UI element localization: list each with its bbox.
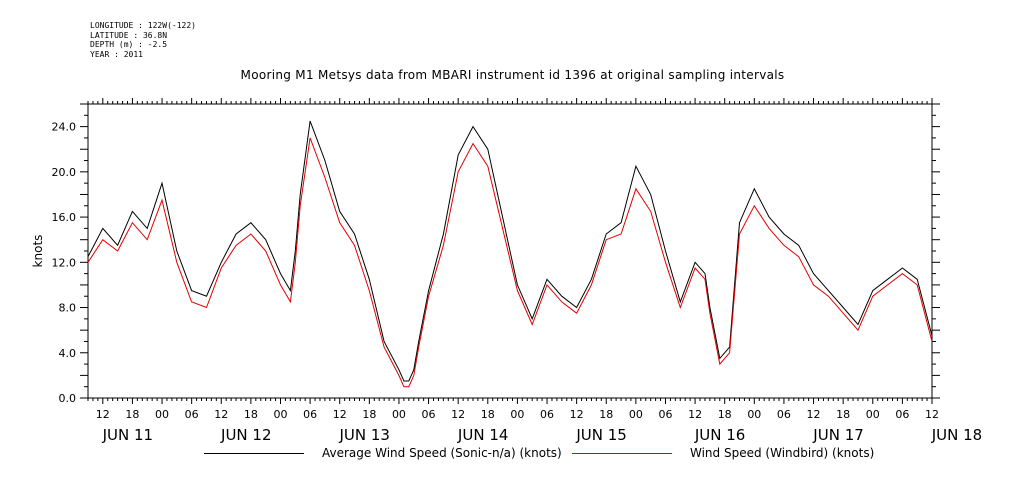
y-tick-label: 4.0 — [59, 347, 77, 360]
x-tick-label: 06 — [777, 408, 791, 421]
x-tick-label: 06 — [422, 408, 436, 421]
latitude-label: LATITUDE : 36.8N — [90, 30, 168, 40]
x-tick-label: 00 — [273, 408, 287, 421]
legend-label-average: Average Wind Speed (Sonic-n/a) (knots) — [322, 446, 562, 460]
x-tick-label: 00 — [510, 408, 524, 421]
legend-item-average: Average Wind Speed (Sonic-n/a) (knots) — [204, 446, 562, 460]
x-day-label: JUN 11 — [102, 426, 153, 444]
x-tick-label: 06 — [540, 408, 554, 421]
chart-title: Mooring M1 Metsys data from MBARI instru… — [240, 68, 785, 82]
series-line-windbird — [87, 137, 933, 388]
depth-label: DEPTH (m) : -2.5 — [90, 40, 168, 50]
x-tick-label: 00 — [155, 408, 169, 421]
x-tick-label: 12 — [807, 408, 821, 421]
x-tick-label: 00 — [629, 408, 643, 421]
y-axis-label: knots — [31, 235, 45, 268]
x-day-label: JUN 13 — [338, 426, 389, 444]
y-tick-label: 8.0 — [59, 302, 77, 315]
x-tick-label: 00 — [747, 408, 761, 421]
x-tick-label: 18 — [125, 408, 139, 421]
x-tick-label: 12 — [333, 408, 347, 421]
x-day-label: JUN 18 — [931, 426, 982, 444]
x-tick-label: 12 — [570, 408, 584, 421]
x-tick-label: 12 — [214, 408, 228, 421]
series-layer — [87, 120, 933, 388]
x-tick-label: 06 — [895, 408, 909, 421]
legend-label-windbird: Wind Speed (Windbird) (knots) — [690, 446, 875, 460]
x-tick-label: 18 — [481, 408, 495, 421]
legend: Average Wind Speed (Sonic-n/a) (knots) W… — [0, 446, 1009, 464]
x-day-label: JUN 14 — [457, 426, 508, 444]
legend-swatch-black — [204, 452, 304, 454]
x-tick-label: 06 — [185, 408, 199, 421]
x-tick-label: 18 — [718, 408, 732, 421]
x-tick-label: 12 — [925, 408, 939, 421]
y-tick-label: 0.0 — [59, 392, 77, 405]
x-tick-label: 06 — [303, 408, 317, 421]
longitude-label: LONGITUDE : 122W(-122) — [90, 21, 196, 30]
x-day-label: JUN 16 — [694, 426, 745, 444]
x-tick-label: 18 — [836, 408, 850, 421]
x-day-label: JUN 17 — [812, 426, 863, 444]
labels-layer: 0.0 4.0 8.0 12.0 16.0 20.0 24.0 knots 12 18 00 06 12… — [31, 121, 982, 444]
y-tick-label: 24.0 — [52, 121, 77, 134]
y-tick-label: 20.0 — [52, 166, 77, 179]
x-day-label: JUN 12 — [220, 426, 271, 444]
year-label: YEAR : 2011 — [90, 49, 143, 59]
x-tick-label: 12 — [451, 408, 465, 421]
x-tick-label: 00 — [866, 408, 880, 421]
x-day-label: JUN 15 — [575, 426, 626, 444]
x-tick-label: 18 — [362, 408, 376, 421]
x-tick-label: 18 — [244, 408, 258, 421]
x-tick-label: 06 — [658, 408, 672, 421]
axes-layer — [80, 98, 940, 404]
x-tick-label: 18 — [599, 408, 613, 421]
x-tick-label: 00 — [392, 408, 406, 421]
y-tick-label: 12.0 — [52, 256, 77, 269]
legend-item-windbird: Wind Speed (Windbird) (knots) — [572, 446, 874, 460]
y-tick-label: 16.0 — [52, 211, 77, 224]
x-tick-label: 12 — [96, 408, 110, 421]
x-tick-label: 12 — [688, 408, 702, 421]
metadata-header: LONGITUDE : 122W(-122) LATITUDE : 36.8N … — [90, 21, 196, 59]
legend-swatch-red — [572, 452, 672, 454]
series-line-average — [87, 120, 933, 382]
